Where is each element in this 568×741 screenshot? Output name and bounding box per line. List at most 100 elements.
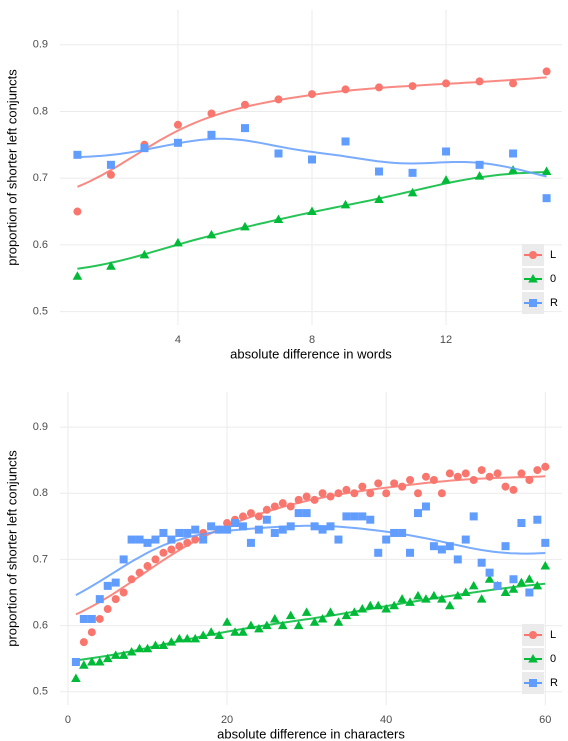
point [533,466,542,475]
point [246,620,256,630]
point [485,472,494,481]
point [341,137,350,146]
point [158,640,169,649]
point [159,548,168,557]
point [542,67,551,76]
point [278,525,287,534]
y-tick-label: 0.5 [33,686,48,698]
point [365,600,376,610]
point [102,653,113,663]
point [441,175,451,184]
point [191,525,200,534]
point [293,620,304,630]
point [150,640,161,649]
point [477,558,486,567]
point [453,472,462,481]
point [475,77,484,86]
legend-label: L [550,249,556,261]
point [476,594,487,603]
point [334,535,343,544]
point [445,600,455,610]
point [274,95,283,104]
x-tick-label: 0 [65,714,71,726]
y-tick-label: 0.8 [33,487,48,499]
point [240,100,249,109]
point [398,528,407,537]
legend-marker [529,251,537,259]
point [79,614,88,623]
point [106,160,115,169]
y-tick-label: 0.8 [33,105,48,117]
point [118,650,129,659]
point [429,542,438,551]
point [541,462,550,471]
point [183,528,192,537]
y-tick-label: 0.5 [33,306,48,318]
point [307,206,317,216]
point [173,237,183,247]
point [334,489,343,498]
point [110,650,121,659]
point [79,638,88,647]
point [350,512,359,521]
point [310,522,319,531]
x-tick-label: 20 [221,714,233,726]
point [294,495,303,504]
point [461,469,470,478]
point [95,614,104,623]
point [119,555,128,564]
point [509,79,518,88]
point [167,535,176,544]
point [207,109,216,118]
point [533,515,542,524]
point [349,607,360,616]
point [484,574,495,583]
point [469,512,478,521]
point [140,144,149,153]
point [151,555,160,564]
legend-marker [528,654,538,663]
point [285,610,296,620]
point [111,578,120,587]
point [240,124,249,133]
point [485,568,494,577]
point [135,535,144,544]
point [73,207,82,216]
point [273,214,284,224]
point [87,614,96,623]
point [254,525,263,534]
point [301,607,312,616]
point [238,627,248,636]
point [541,166,552,176]
point [509,575,518,584]
legend-label: 0 [550,653,556,665]
point [398,482,407,491]
point [390,479,399,488]
point [325,607,336,616]
point [135,568,144,577]
point [274,149,283,158]
point [445,469,454,478]
point [382,489,391,498]
legend-marker [528,274,538,283]
point [452,590,463,600]
point [230,627,240,636]
point [442,147,451,156]
point [429,590,439,600]
point [509,485,518,494]
point [540,561,551,570]
point [542,194,551,203]
point [262,620,272,630]
point [183,538,192,547]
point [421,594,431,603]
point [342,485,351,494]
point [166,637,177,646]
point [151,535,160,544]
point [408,82,417,91]
point [437,545,446,554]
point [493,469,502,478]
point [358,482,367,491]
point [501,482,510,491]
legend-label: R [550,677,558,689]
point [222,617,232,626]
